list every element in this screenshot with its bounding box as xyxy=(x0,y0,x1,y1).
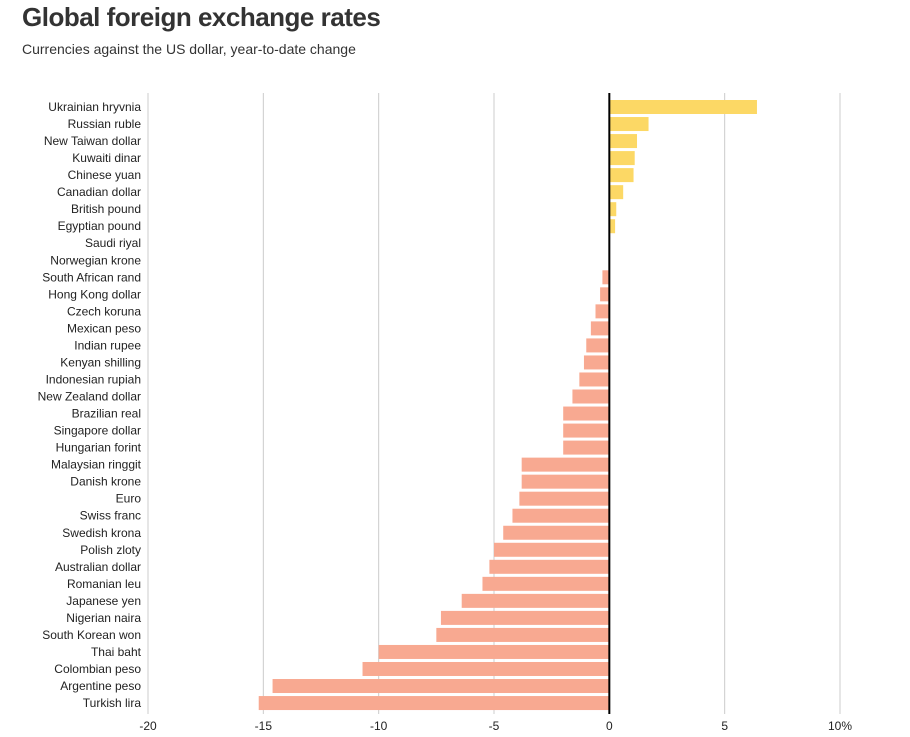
chart-subtitle: Currencies against the US dollar, year-t… xyxy=(22,41,356,57)
bar xyxy=(590,321,610,336)
category-label: Norwegian krone xyxy=(50,253,141,267)
category-label: Thai baht xyxy=(91,645,142,659)
category-label: Nigerian naira xyxy=(66,611,141,625)
bar xyxy=(609,185,624,200)
bar xyxy=(378,644,610,659)
category-label: New Zealand dollar xyxy=(38,390,141,404)
category-label: Japanese yen xyxy=(66,594,141,608)
chart-title: Global foreign exchange rates xyxy=(22,2,381,32)
category-label: Kuwaiti dinar xyxy=(72,151,141,165)
bar xyxy=(512,508,610,523)
category-label: Indonesian rupiah xyxy=(46,372,141,386)
bar xyxy=(609,134,638,149)
category-label: Czech koruna xyxy=(67,304,141,318)
category-label: South Korean won xyxy=(42,628,141,642)
bar xyxy=(362,661,610,676)
category-label: Saudi riyal xyxy=(85,236,141,250)
category-label: Polish zloty xyxy=(80,543,141,557)
bar xyxy=(583,355,610,370)
x-tick-label: -20 xyxy=(139,719,157,733)
category-label: Mexican peso xyxy=(67,321,141,335)
category-label: Egyptian pound xyxy=(58,219,141,233)
category-label: Russian ruble xyxy=(68,117,142,131)
bar xyxy=(563,440,610,455)
bar xyxy=(579,372,610,387)
category-label: Hong Kong dollar xyxy=(48,287,141,301)
bar xyxy=(494,542,610,557)
grid-lines xyxy=(147,93,841,714)
category-label: Kenyan shilling xyxy=(60,355,141,369)
x-tick-label: -10 xyxy=(370,719,388,733)
category-label: Swedish krona xyxy=(62,526,141,540)
x-tick-label: -15 xyxy=(255,719,273,733)
category-label: Euro xyxy=(116,492,142,506)
category-label: Australian dollar xyxy=(55,560,141,574)
bar xyxy=(602,270,610,285)
category-label: Malaysian ringgit xyxy=(51,458,142,472)
bar xyxy=(503,525,610,540)
bars xyxy=(258,100,757,711)
x-tick-label: 10% xyxy=(828,719,852,733)
category-label: Canadian dollar xyxy=(57,185,141,199)
bar xyxy=(489,559,610,574)
category-label: Swiss franc xyxy=(80,509,141,523)
x-axis-ticks: -20 -15 -10 -5 0 5 10% xyxy=(139,719,852,733)
category-label: Danish krone xyxy=(70,475,141,489)
bar xyxy=(609,168,634,183)
bar xyxy=(595,304,610,319)
bar xyxy=(521,457,610,472)
bar xyxy=(519,491,610,506)
bar xyxy=(563,423,610,438)
bar xyxy=(461,593,610,608)
bar xyxy=(436,627,610,642)
category-label: New Taiwan dollar xyxy=(44,134,141,148)
bar xyxy=(521,474,610,489)
bar xyxy=(586,338,610,353)
category-label: Turkish lira xyxy=(83,696,142,710)
category-label: Argentine peso xyxy=(60,679,141,693)
bar xyxy=(258,696,610,711)
category-label: British pound xyxy=(71,202,141,216)
category-label: Singapore dollar xyxy=(54,424,141,438)
category-labels: Ukrainian hryvnia Russian ruble New Taiwan… xyxy=(38,100,142,710)
bar xyxy=(563,406,610,421)
bar xyxy=(572,389,610,404)
category-label: Ukrainian hryvnia xyxy=(48,100,141,114)
category-label: Indian rupee xyxy=(74,338,141,352)
bar xyxy=(440,610,610,625)
category-label: Chinese yuan xyxy=(68,168,141,182)
bar xyxy=(600,287,610,302)
category-label: Brazilian real xyxy=(72,407,141,421)
x-tick-label: 5 xyxy=(721,719,728,733)
category-label: Colombian peso xyxy=(54,662,141,676)
x-tick-label: -5 xyxy=(489,719,500,733)
category-label: Hungarian forint xyxy=(56,441,142,455)
bar xyxy=(272,679,610,694)
bar xyxy=(609,151,635,166)
category-label: Romanian leu xyxy=(67,577,141,591)
bar xyxy=(482,576,610,591)
bar xyxy=(609,100,757,114)
bar xyxy=(609,219,616,234)
category-label: South African rand xyxy=(42,270,141,284)
bar xyxy=(609,117,649,132)
bar xyxy=(609,202,617,217)
x-tick-label: 0 xyxy=(606,719,613,733)
